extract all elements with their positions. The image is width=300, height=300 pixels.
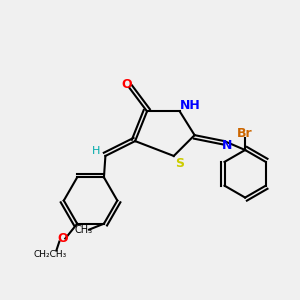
Text: CH₂CH₃: CH₂CH₃ [34, 250, 67, 260]
Text: N: N [222, 139, 232, 152]
Text: Br: Br [237, 127, 253, 140]
Text: S: S [175, 157, 184, 170]
Text: O: O [57, 232, 68, 245]
Text: CH₃: CH₃ [74, 225, 92, 235]
Text: H: H [92, 146, 101, 157]
Text: NH: NH [180, 99, 200, 112]
Text: O: O [121, 78, 131, 91]
